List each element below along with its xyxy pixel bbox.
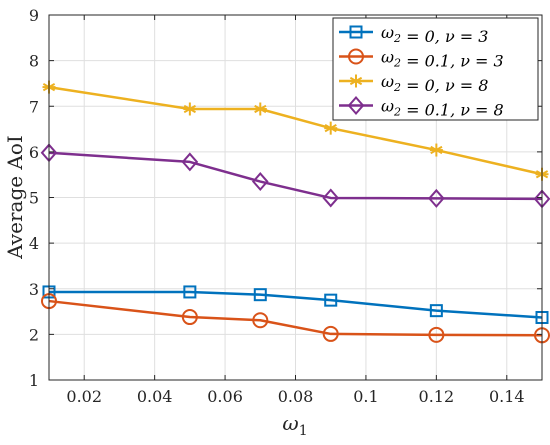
square-marker	[183, 285, 197, 299]
x-tick-label: 0.08	[278, 387, 314, 406]
y-tick-label: 1	[29, 371, 39, 390]
legend-label: ω2 = 0, ν = 8	[381, 72, 488, 95]
data-point	[429, 304, 443, 318]
y-axis-label: Average AoI	[3, 135, 27, 260]
y-tick-label: 5	[29, 189, 39, 208]
x-tick-label: 0.14	[489, 387, 525, 406]
y-tick-label: 7	[29, 97, 39, 116]
diamond-marker	[322, 188, 340, 208]
data-point	[322, 188, 340, 208]
data-point	[252, 312, 269, 329]
data-point	[183, 102, 197, 116]
data-point	[181, 309, 198, 326]
data-point	[253, 102, 267, 116]
circle-marker	[322, 325, 339, 342]
data-point	[183, 285, 197, 299]
legend-item: ω2 = 0.1, ν = 8	[339, 95, 504, 120]
circle-marker	[348, 48, 364, 65]
circle-marker	[181, 309, 198, 326]
circle-marker	[428, 326, 445, 343]
data-point	[324, 293, 338, 307]
series-lines	[48, 85, 543, 337]
x-tick-label: 0.04	[137, 387, 173, 406]
diamond-marker	[347, 95, 365, 116]
data-point	[347, 95, 365, 116]
y-tick-label: 4	[29, 234, 39, 253]
diamond-marker	[181, 152, 199, 172]
x-tick-label: 0.1	[353, 387, 378, 406]
square-marker	[253, 288, 267, 302]
diamond-marker	[428, 188, 445, 208]
x-tick-labels: 0.02 0.04 0.06 0.08 0.1 0.12 0.14	[66, 387, 524, 406]
data-point	[251, 172, 269, 192]
data-point	[428, 326, 445, 343]
data-point	[349, 74, 363, 88]
y-tick-label: 3	[29, 280, 39, 299]
y-tick-label: 8	[29, 52, 39, 71]
series-line	[49, 290, 543, 319]
legend-item: ω2 = 0.1, ν = 3	[339, 48, 504, 71]
x-tick-label: 0.02	[66, 387, 102, 406]
legend-label: ω2 = 0.1, ν = 8	[381, 97, 504, 120]
series-line	[48, 85, 543, 176]
data-point	[324, 121, 338, 135]
square-marker	[429, 304, 443, 318]
data-point	[181, 152, 199, 172]
legend-item: ω2 = 0, ν = 8	[339, 72, 488, 95]
x-tick-label: 0.12	[419, 387, 455, 406]
data-point	[349, 25, 363, 39]
series-line	[48, 151, 543, 201]
y-tick-label: 6	[29, 143, 39, 162]
x-tick-label: 0.06	[207, 387, 243, 406]
y-tick-label: 9	[29, 6, 39, 25]
y-tick-label: 2	[29, 325, 39, 344]
series-line	[48, 299, 543, 337]
data-point	[322, 325, 339, 342]
y-tick-labels: 1 2 3 4 5 6 7 8 9	[29, 6, 39, 390]
data-point	[253, 288, 267, 302]
data-point	[429, 143, 443, 157]
legend: ω2 = 0, ν = 3ω2 = 0.1, ν = 3ω2 = 0, ν = …	[332, 17, 539, 121]
legend-label: ω2 = 0.1, ν = 3	[381, 48, 504, 71]
legend-label: ω2 = 0, ν = 3	[381, 23, 488, 46]
legend-box	[332, 17, 539, 121]
circle-marker	[252, 312, 269, 329]
legend-item: ω2 = 0, ν = 3	[339, 23, 488, 46]
diamond-marker	[251, 172, 269, 192]
data-point	[428, 188, 445, 208]
data-point	[348, 48, 364, 65]
square-marker	[349, 25, 363, 39]
x-axis-label: ω1	[282, 411, 307, 439]
square-marker	[324, 293, 338, 307]
